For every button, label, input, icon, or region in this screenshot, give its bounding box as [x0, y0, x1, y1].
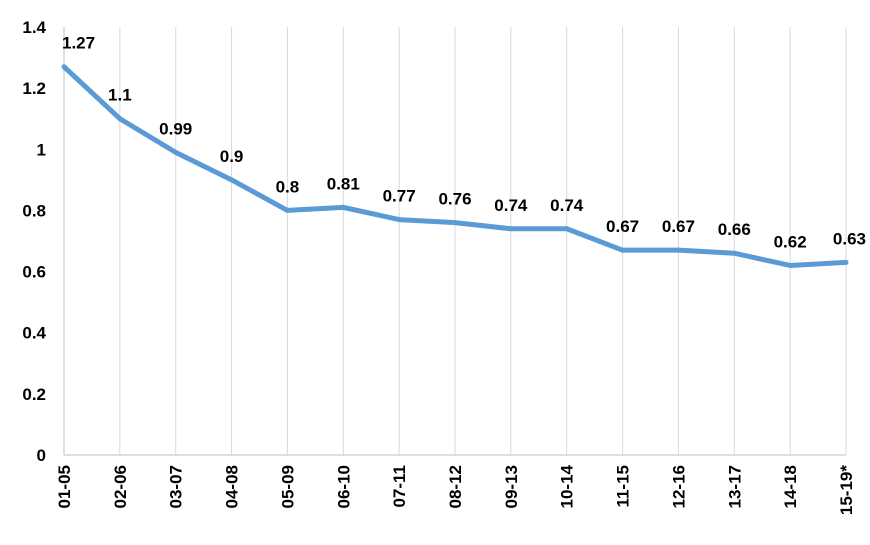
x-tick-label: 03-07 — [167, 465, 186, 508]
x-tick-label: 14-18 — [781, 465, 800, 508]
data-label: 1.1 — [108, 86, 132, 105]
data-point — [675, 247, 681, 253]
data-point — [117, 116, 123, 122]
data-point — [731, 250, 737, 256]
data-label: 0.67 — [662, 217, 695, 236]
data-point — [452, 220, 458, 226]
series-layer — [61, 64, 849, 268]
data-label: 0.99 — [159, 119, 192, 138]
data-label: 0.81 — [327, 174, 360, 193]
y-axis-tick-labels: 0 0.2 0.4 0.6 0.8 1 1.2 1.4 — [22, 18, 46, 465]
data-point — [564, 226, 570, 232]
data-point — [843, 259, 849, 265]
data-label: 0.77 — [383, 187, 416, 206]
x-tick-label: 06-10 — [334, 465, 353, 508]
y-tick-label: 0.4 — [22, 324, 46, 343]
data-point — [61, 64, 67, 70]
axes — [63, 27, 846, 456]
data-label: 0.9 — [220, 147, 244, 166]
data-point — [173, 149, 179, 155]
data-label: 0.8 — [276, 177, 300, 196]
x-tick-label: 11-15 — [614, 465, 633, 508]
data-label: 0.63 — [833, 229, 866, 248]
data-label: 0.74 — [494, 196, 528, 215]
data-label: 0.67 — [606, 217, 639, 236]
grid-lines — [119, 27, 847, 455]
x-axis-tick-labels: 01-05 02-06 03-07 04-08 05-09 06-10 07-11 08-12… — [55, 464, 856, 515]
data-label: 0.74 — [550, 196, 584, 215]
data-point — [229, 177, 235, 183]
x-tick-label: 05-09 — [278, 465, 297, 508]
x-tick-label: 02-06 — [111, 465, 130, 508]
data-labels: 1.27 1.1 0.99 0.9 0.8 0.81 0.77 0.76 0.74 0.74 0.6… — [62, 34, 866, 252]
x-tick-label: 12-16 — [669, 465, 688, 508]
x-tick-label: 04-08 — [223, 465, 242, 508]
x-tick-label: 01-05 — [55, 465, 74, 508]
data-label: 1.27 — [62, 34, 95, 53]
x-tick-label: 09-13 — [502, 465, 521, 508]
y-tick-label: 1 — [37, 140, 46, 159]
data-point — [620, 247, 626, 253]
data-point — [396, 217, 402, 223]
y-tick-label: 0.6 — [22, 263, 46, 282]
data-label: 0.66 — [718, 220, 751, 239]
x-tick-label: 08-12 — [446, 465, 465, 508]
data-point — [284, 207, 290, 213]
x-tick-label: 13-17 — [725, 465, 744, 508]
data-label: 0.62 — [774, 232, 807, 251]
data-point — [787, 262, 793, 268]
x-tick-label: 10-14 — [558, 464, 577, 508]
y-tick-label: 0.8 — [22, 201, 46, 220]
data-point — [508, 226, 514, 232]
x-tick-label: 07-11 — [390, 465, 409, 508]
y-tick-label: 1.2 — [22, 79, 46, 98]
y-tick-label: 0.2 — [22, 385, 46, 404]
y-tick-label: 0 — [37, 446, 46, 465]
data-point — [340, 204, 346, 210]
y-tick-label: 1.4 — [22, 18, 46, 37]
x-tick-label: 15-19* — [837, 465, 856, 515]
data-label: 0.76 — [438, 190, 471, 209]
